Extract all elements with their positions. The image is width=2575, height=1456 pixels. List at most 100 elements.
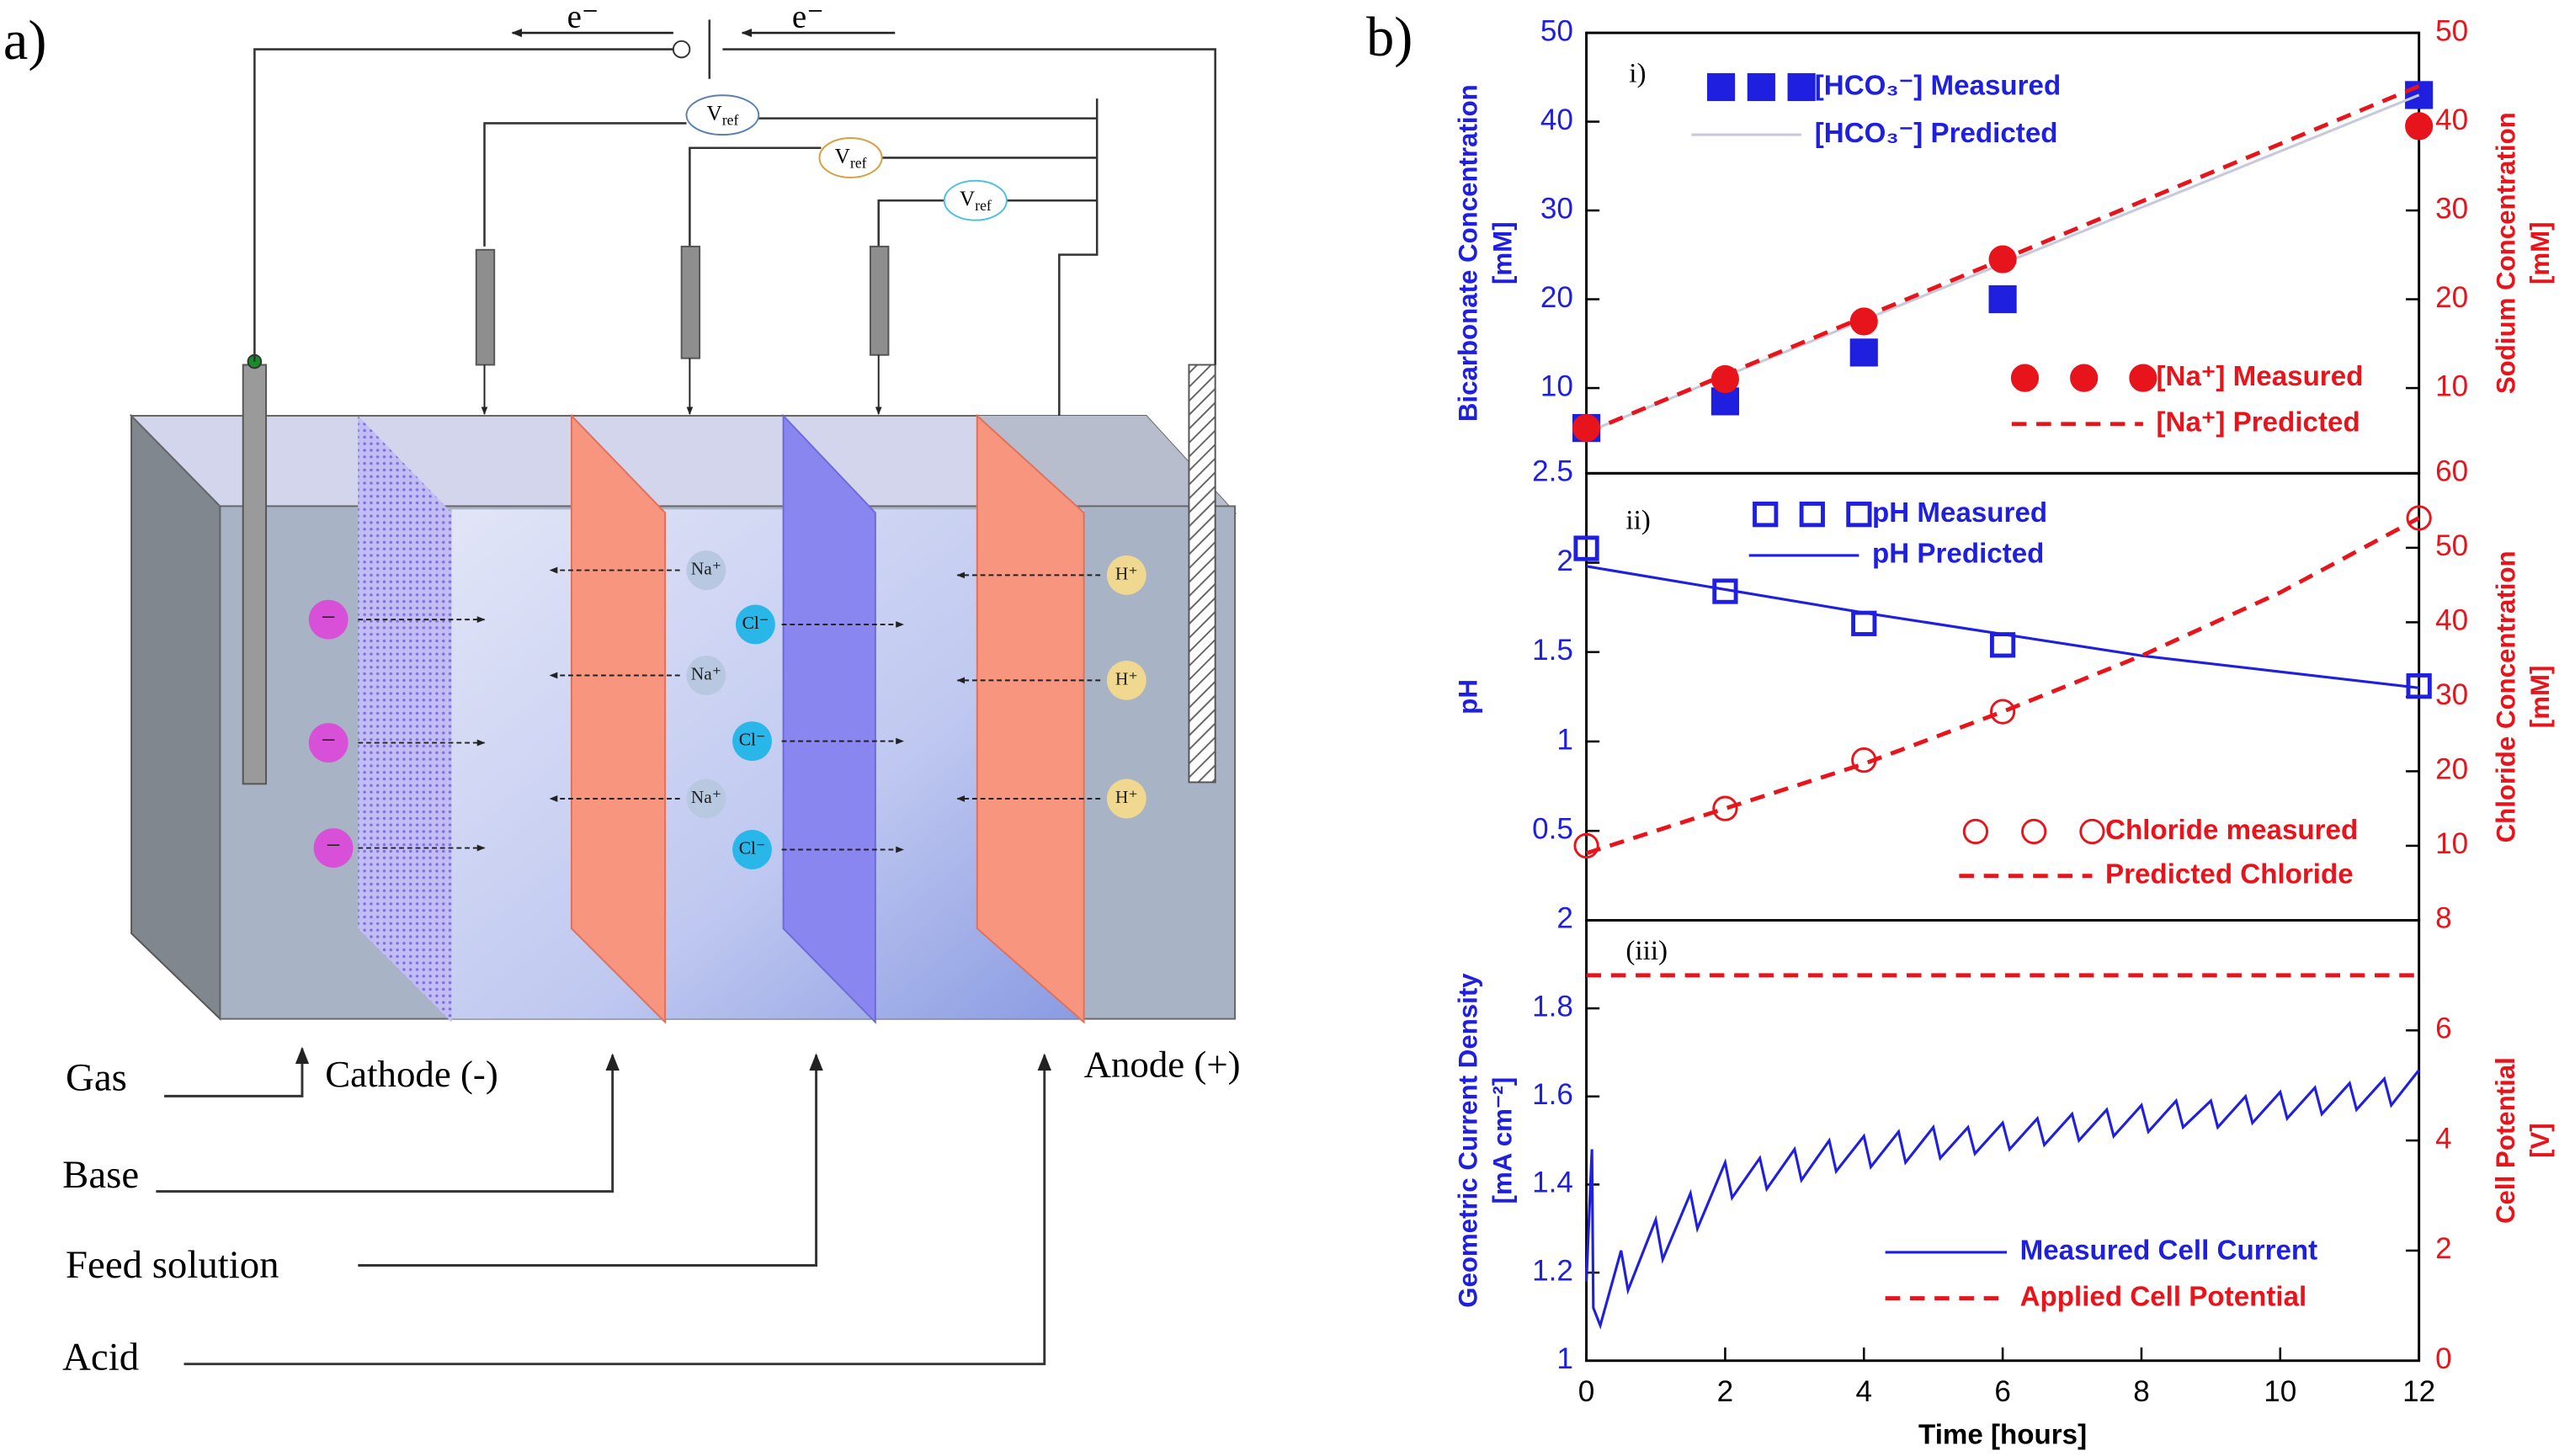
ion-label: − xyxy=(326,831,341,860)
panel-label: (iii) xyxy=(1625,935,1668,966)
vref-main: V xyxy=(835,144,851,167)
switch xyxy=(672,40,691,59)
ion-label: Cl⁻ xyxy=(739,837,766,858)
legend-label: [Na⁺] Measured xyxy=(2157,361,2364,392)
ion xyxy=(1106,555,1147,595)
legend-label: Predicted Chloride xyxy=(2105,858,2354,890)
ion-label: − xyxy=(321,725,336,755)
y2-tick-label: 30 xyxy=(2435,192,2468,225)
y-tick-label: 30 xyxy=(1540,192,1573,225)
ion-label: Cl⁻ xyxy=(742,613,769,633)
ion xyxy=(732,721,772,762)
legend-label: [Na⁺] Predicted xyxy=(2157,407,2360,438)
y-tick-label: 1.5 xyxy=(1532,634,1573,667)
legend-marker xyxy=(1787,72,1816,102)
y2-tick-label: 20 xyxy=(2435,753,2468,786)
data-point xyxy=(1849,338,1878,367)
y-tick-label: 50 xyxy=(1540,14,1573,47)
data-point xyxy=(1573,832,1599,859)
vref-badge xyxy=(818,137,883,178)
data-point xyxy=(1988,284,2017,314)
data-point xyxy=(2405,112,2434,141)
legend-label: pH Measured xyxy=(1872,497,2047,529)
ion xyxy=(686,778,726,819)
data-point xyxy=(1712,795,1738,821)
x-tick-label: 8 xyxy=(2133,1375,2150,1408)
reference-electrodes xyxy=(475,245,890,366)
ion xyxy=(1106,660,1147,700)
wires xyxy=(253,19,1216,417)
y2-axis-title: [mM] xyxy=(2525,666,2555,729)
y-axis-title: pH xyxy=(1453,679,1482,715)
vref-label: Vref xyxy=(835,144,867,171)
vref-label: Vref xyxy=(706,102,738,129)
x-tick-label: 4 xyxy=(1855,1375,1872,1408)
cathode-rod xyxy=(242,364,268,785)
y2-axis-title: Chloride Concentration xyxy=(2491,550,2520,842)
y2-tick-label: 8 xyxy=(2435,902,2452,935)
electron-label: e⁻ xyxy=(567,0,599,35)
ion-label: Na⁺ xyxy=(691,787,721,807)
y2-axis-title: Sodium Concentration xyxy=(2491,112,2520,394)
data-point xyxy=(1851,610,1877,636)
stream-label: Gas xyxy=(66,1056,127,1100)
ion xyxy=(308,599,348,640)
ion-label: − xyxy=(321,602,336,631)
ion-label: Na⁺ xyxy=(691,558,721,578)
y2-tick-label: 50 xyxy=(2435,529,2468,562)
ion-label: H⁺ xyxy=(1115,787,1138,807)
x-tick-label: 2 xyxy=(1717,1375,1734,1408)
ion xyxy=(308,723,348,763)
legend-marker xyxy=(1962,818,1989,845)
y2-axis-title: Cell Potential xyxy=(2491,1057,2520,1224)
y2-tick-label: 20 xyxy=(2435,281,2468,314)
data-point xyxy=(1989,632,2016,658)
legend-label: pH Predicted xyxy=(1872,539,2044,570)
y2-tick-label: 10 xyxy=(2435,369,2468,402)
legend-label: Applied Cell Potential xyxy=(2020,1281,2307,1312)
legend-label: [HCO₃⁻] Measured xyxy=(1815,70,2061,101)
cathode-label: Cathode (-) xyxy=(325,1053,498,1095)
vref-sub: ref xyxy=(975,197,992,214)
x-tick-label: 10 xyxy=(2264,1375,2296,1408)
y-axis-title: Geometric Current Density xyxy=(1453,973,1482,1308)
data-point xyxy=(1573,535,1599,561)
legend-marker xyxy=(2070,364,2099,392)
x-tick-label: 6 xyxy=(1994,1375,2011,1408)
membrane xyxy=(570,413,667,1024)
stream-label: Acid xyxy=(62,1335,139,1379)
y-tick-label: 0.5 xyxy=(1532,813,1573,846)
y-axis-title: Bicarbonate Concentration xyxy=(1453,84,1482,422)
data-point xyxy=(1849,307,1878,336)
legend-marker xyxy=(1747,72,1775,102)
vref-badge xyxy=(943,179,1008,221)
data-point xyxy=(2405,81,2434,109)
y2-tick-label: 60 xyxy=(2435,455,2468,488)
y2-tick-label: 4 xyxy=(2435,1122,2452,1155)
y-tick-label: 2 xyxy=(1556,902,1573,935)
vref-main: V xyxy=(706,102,722,125)
y-tick-label: 1.4 xyxy=(1532,1166,1573,1199)
y-tick-label: 1.8 xyxy=(1532,990,1573,1023)
x-tick-label: 12 xyxy=(2402,1375,2435,1408)
box-side xyxy=(130,413,221,1021)
y2-axis-title: [V] xyxy=(2525,1123,2555,1158)
legend-marker xyxy=(2021,818,2047,845)
cathode-mesh xyxy=(358,416,452,1023)
anode-rod xyxy=(1188,364,1216,784)
y-tick-label: 40 xyxy=(1540,104,1573,136)
electron-label: e⁻ xyxy=(792,0,824,35)
legend-marker xyxy=(1799,502,1825,528)
y-tick-label: 1.6 xyxy=(1532,1078,1573,1111)
y-axis-title: [mM] xyxy=(1487,221,1517,284)
legend-marker xyxy=(2079,818,2105,845)
anode-label: Anode (+) xyxy=(1084,1043,1241,1085)
y2-axis-title: [mM] xyxy=(2525,221,2555,284)
y-tick-label: 1 xyxy=(1556,723,1573,756)
vref-badge xyxy=(685,94,760,136)
vref-main: V xyxy=(960,187,976,210)
membrane xyxy=(782,413,876,1024)
vref-sub: ref xyxy=(722,112,739,129)
y-tick-label: 10 xyxy=(1540,369,1573,402)
y2-tick-label: 50 xyxy=(2435,14,2468,47)
